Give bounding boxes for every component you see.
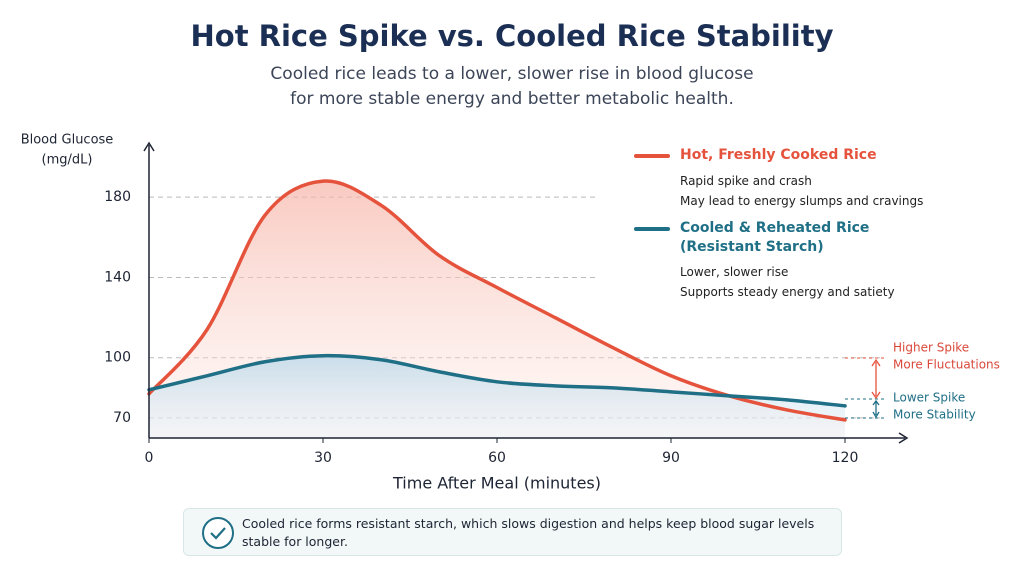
plot: 70 100 140 180 0 30 60 90 120: [104, 179, 880, 466]
series-line: [147, 179, 847, 422]
legend-description: Supports steady energy and satiety: [680, 285, 895, 299]
check-icon: [202, 517, 234, 549]
subtitle: Cooled rice leads to a lower, slower ris…: [270, 64, 753, 84]
x-axis-arrow: [898, 432, 909, 444]
annotation: Lower Spike: [893, 391, 965, 405]
y-tick-label: 70: [113, 410, 131, 426]
legend-description: Rapid spike and crash: [680, 174, 812, 188]
x-tick-label: 90: [662, 450, 680, 466]
legend-description: May lead to energy slumps and cravings: [680, 194, 924, 208]
note-text: Cooled rice forms resistant starch, whic…: [242, 516, 815, 549]
y-axis-label: (mg/dL): [42, 153, 93, 168]
x-tick-label: 30: [314, 450, 332, 466]
annotation-arrow: [872, 399, 880, 419]
y-tick-label: 100: [104, 350, 131, 366]
y-tick-label: 140: [104, 269, 131, 285]
annotation-arrow: [871, 358, 881, 400]
legend-entry: Cooled & Reheated Rice (Resistant Starch…: [680, 220, 870, 255]
legend-entry: Hot, Freshly Cooked Rice: [680, 147, 877, 163]
x-tick-label: 120: [832, 450, 859, 466]
y-axis-label: Blood Glucose: [21, 133, 114, 148]
note-box: Cooled rice forms resistant starch, whic…: [183, 508, 842, 556]
area-fill: [149, 355, 845, 438]
y-tick-label: 180: [104, 189, 131, 205]
x-tick-label: 60: [488, 450, 506, 466]
x-axis-label: Time After Meal (minutes): [392, 474, 601, 493]
y-axis-arrow: [143, 141, 155, 152]
x-tick-label: 0: [145, 450, 154, 466]
chart-title: Hot Rice Spike vs. Cooled Rice Stability: [191, 19, 834, 53]
annotation: More Fluctuations: [893, 358, 1000, 372]
subtitle: for more stable energy and better metabo…: [290, 89, 734, 109]
legend-description: Lower, slower rise: [680, 265, 789, 279]
series-line: [147, 353, 847, 408]
annotation: More Stability: [893, 408, 976, 422]
annotation: Higher Spike: [893, 341, 969, 355]
